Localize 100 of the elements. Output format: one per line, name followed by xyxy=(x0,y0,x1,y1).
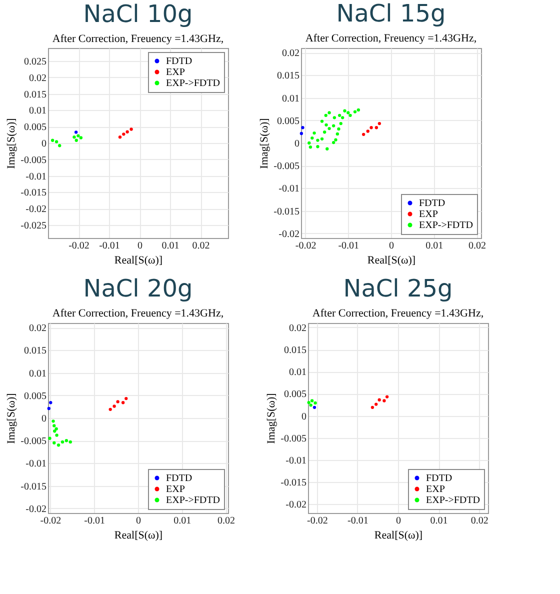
point xyxy=(374,402,378,406)
point xyxy=(124,396,128,400)
point xyxy=(370,126,373,130)
point xyxy=(356,108,360,112)
x-tick-label: 0 xyxy=(396,516,401,526)
point xyxy=(53,430,56,433)
point xyxy=(68,440,72,444)
y-tick-label: -0.015 xyxy=(280,478,306,489)
point xyxy=(116,400,120,404)
x-axis-title: Real[S(ω)] xyxy=(367,254,416,266)
point xyxy=(332,140,336,144)
point xyxy=(122,132,126,136)
x-tick-label: 0.01 xyxy=(174,516,192,526)
x-axis-title: Real[S(ω)] xyxy=(114,530,163,542)
point xyxy=(126,130,129,134)
chart-subtitle: After Correction, Freuency =1.43GHz, xyxy=(52,308,224,320)
point xyxy=(385,395,389,398)
point xyxy=(362,132,366,136)
point xyxy=(346,111,350,114)
point xyxy=(312,131,316,135)
y-tick-label: -0.02 xyxy=(278,228,300,240)
chart-subtitle: After Correction, Freuency =1.43GHz, xyxy=(52,33,224,45)
y-tick-label: -0.015 xyxy=(274,206,300,218)
y-tick-label: -0.005 xyxy=(20,436,46,448)
x-tick-label: 0 xyxy=(389,240,394,252)
point xyxy=(47,406,50,410)
point xyxy=(308,145,312,149)
y-tick-label: 0.005 xyxy=(284,389,306,400)
y-tick-label: -0.01 xyxy=(286,455,306,466)
y-tick-label: -0.01 xyxy=(26,171,46,182)
x-tick-label: 0 xyxy=(138,240,143,252)
y-tick-label: 0.02 xyxy=(282,48,300,60)
chart-title: NaCl 10g xyxy=(83,0,193,28)
legend-label: EXP->FDTD xyxy=(419,220,473,231)
y-tick-label: -0.02 xyxy=(286,500,306,511)
y-tick-label: 0.02 xyxy=(29,72,46,84)
point xyxy=(320,137,324,141)
y-tick-label: 0.02 xyxy=(289,322,306,334)
y-tick-label: 0.005 xyxy=(24,122,46,134)
point xyxy=(121,401,125,404)
point xyxy=(54,427,58,430)
point xyxy=(328,126,331,130)
y-tick-label: 0.01 xyxy=(29,106,46,117)
x-tick-label: -0.02 xyxy=(306,516,328,526)
y-tick-label: 0 xyxy=(294,138,300,150)
point xyxy=(52,420,55,423)
point xyxy=(348,114,352,117)
y-axis-title: Imag[S(ω)] xyxy=(258,118,271,169)
point xyxy=(49,401,52,404)
point xyxy=(334,138,338,142)
point xyxy=(343,109,346,112)
point xyxy=(316,138,320,142)
chart-title: NaCl 25g xyxy=(343,274,453,302)
legend-label: EXP->FDTD xyxy=(426,495,480,506)
point xyxy=(309,404,312,407)
point xyxy=(382,399,386,402)
y-tick-label: 0.02 xyxy=(29,323,46,334)
x-tick-label: 0.01 xyxy=(430,516,448,526)
chart-subtitle: After Correction, Freuency =1.43GHz, xyxy=(312,307,484,320)
legend-label: FDTD xyxy=(166,56,192,67)
x-tick-label: 0 xyxy=(136,516,141,526)
point xyxy=(307,400,310,404)
x-tick-label: -0.02 xyxy=(68,240,90,252)
point xyxy=(353,110,357,114)
x-tick-label: -0.01 xyxy=(338,240,360,252)
y-tick-label: 0.01 xyxy=(282,93,300,104)
legend-label: EXP xyxy=(426,484,446,495)
y-axis-title: Imag[S(ω)] xyxy=(266,393,278,444)
y-tick-label: 0 xyxy=(42,414,46,424)
x-axis-title: Real[S(ω)] xyxy=(114,254,163,266)
point xyxy=(332,116,336,120)
y-tick-label: 0.01 xyxy=(289,367,306,378)
y-tick-label: 0 xyxy=(302,411,306,422)
point xyxy=(326,147,329,150)
point xyxy=(50,138,54,142)
point xyxy=(118,136,122,139)
legend-label: EXP->FDTD xyxy=(166,78,220,89)
point xyxy=(308,141,311,145)
point xyxy=(320,120,324,123)
legend-label: EXP xyxy=(166,67,186,78)
x-tick-label: 0.01 xyxy=(426,240,444,252)
x-tick-label: -0.01 xyxy=(348,516,368,526)
y-tick-label: 0.01 xyxy=(29,368,46,380)
point xyxy=(300,132,304,136)
y-tick-label: 0.005 xyxy=(277,116,300,127)
legend-label: EXP xyxy=(419,209,438,220)
x-tick-label: 0.02 xyxy=(470,516,488,526)
y-tick-label: 0.005 xyxy=(24,390,46,402)
y-tick-label: -0.01 xyxy=(26,458,46,470)
point xyxy=(340,116,344,120)
x-tick-label: 0.02 xyxy=(468,240,486,252)
point xyxy=(74,138,78,142)
point xyxy=(108,408,112,411)
point xyxy=(56,444,60,447)
point xyxy=(54,140,58,144)
point xyxy=(64,439,68,442)
point xyxy=(52,441,56,444)
point xyxy=(332,124,336,128)
legend-label: EXP xyxy=(166,484,186,495)
point xyxy=(336,132,340,136)
